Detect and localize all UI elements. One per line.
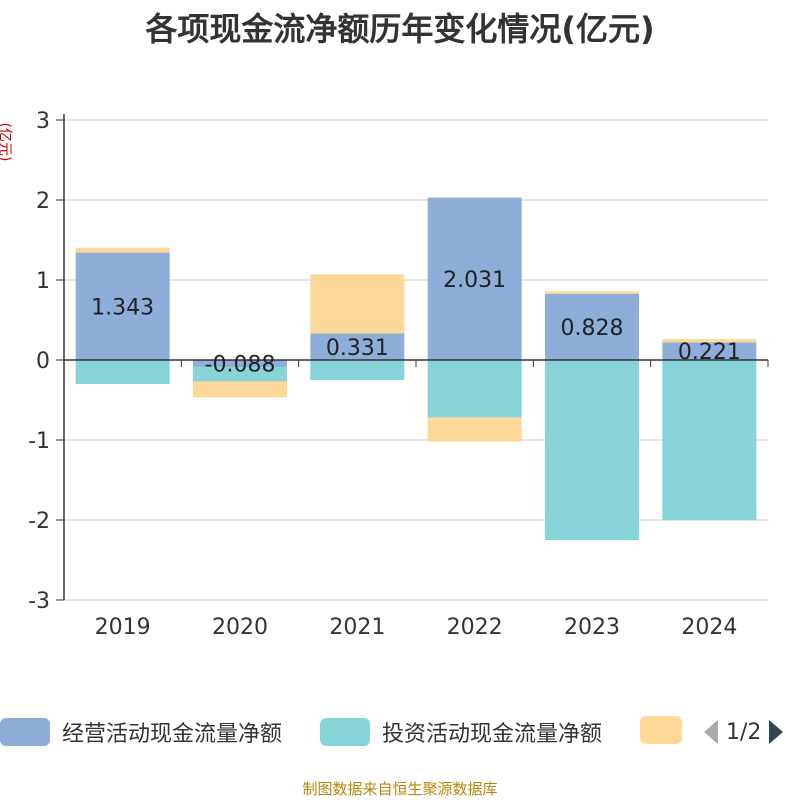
legend-page-indicator: 1/2: [726, 719, 762, 745]
bar-investing-2022: [427, 360, 522, 418]
legend-label-operating: 经营活动现金流量净额: [62, 722, 283, 747]
y-tick-label: -2: [28, 509, 50, 534]
data-label: -0.088: [205, 353, 276, 378]
x-tick-label: 2022: [447, 615, 503, 640]
legend-swatch-financing: [640, 716, 682, 744]
x-tick-label: 2024: [681, 615, 737, 640]
bar-operating-2020: [193, 360, 287, 368]
y-tick-label: 0: [36, 349, 50, 374]
bar-financing-2022: [427, 417, 522, 442]
bar-financing-2024: [662, 339, 757, 343]
legend-swatch-investing: [320, 718, 370, 746]
legend-label-investing: 投资活动现金流量净额: [382, 722, 603, 747]
legend-swatch-operating: [0, 718, 50, 746]
bar-operating-2019: [75, 252, 170, 360]
x-tick-label: 2023: [564, 615, 620, 640]
next-page-icon[interactable]: [767, 718, 785, 746]
x-tick-label: 2020: [212, 615, 268, 640]
chart-title: 各项现金流净额历年变化情况(亿元): [145, 10, 655, 48]
bar-operating-2022: [427, 197, 522, 360]
bar-investing-2021: [310, 360, 405, 380]
prev-page-icon[interactable]: [702, 718, 720, 746]
legend-pager: 1/2: [702, 718, 785, 746]
data-label: 1.343: [91, 295, 154, 320]
bar-operating-2021: [310, 333, 405, 360]
bar-investing-2020: [193, 367, 287, 382]
y-tick-label: 3: [36, 109, 50, 134]
bar-financing-2019: [75, 247, 170, 253]
bar-investing-2023: [545, 360, 639, 540]
source-footer: 制图数据来自恒生聚源数据库: [302, 780, 498, 798]
bar-operating-2024: [662, 342, 757, 360]
y-tick-label: 1: [36, 269, 50, 294]
legend-item-financing[interactable]: [640, 716, 682, 744]
bar-financing-2020: [193, 381, 287, 398]
data-label: 2.031: [443, 268, 506, 293]
x-tick-label: 2021: [329, 615, 385, 640]
data-label: 0.828: [561, 316, 624, 341]
legend-item-investing[interactable]: 投资活动现金流量净额: [320, 716, 602, 748]
y-tick-label: -3: [28, 589, 50, 614]
bar-operating-2023: [545, 293, 639, 360]
legend-item-operating[interactable]: 经营活动现金流量净额: [0, 716, 282, 748]
legend: 经营活动现金流量净额 投资活动现金流量净额: [0, 716, 800, 752]
data-label: 0.221: [678, 340, 741, 365]
data-label: 0.331: [326, 336, 389, 361]
bar-financing-2023: [545, 291, 639, 294]
bar-financing-2021: [310, 274, 405, 334]
bar-investing-2024: [662, 360, 757, 520]
bar-chart: 3 2 1 0 -1 -2 -3 2019 2020 2021 2022 2023 2024 1.343 -…: [28, 109, 769, 640]
bar-investing-2019: [75, 360, 170, 384]
y-tick-label: -1: [28, 429, 50, 454]
x-tick-label: 2019: [95, 615, 151, 640]
y-tick-label: 2: [36, 189, 50, 214]
